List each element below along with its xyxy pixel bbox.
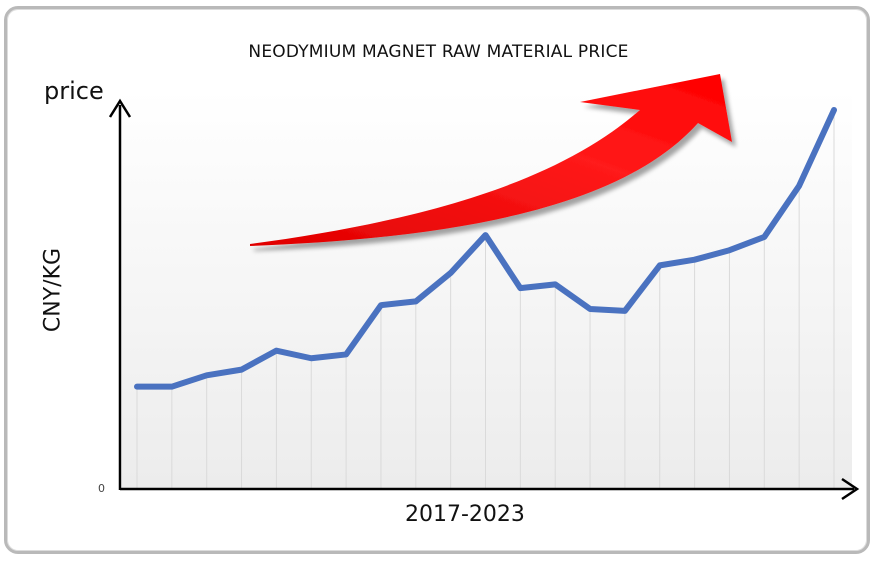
y-axis-unit: CNY/KG — [40, 247, 66, 333]
x-axis-label: 2017-2023 — [405, 502, 525, 527]
x-axis-arrowhead — [841, 477, 860, 501]
y-axis-name: price — [44, 77, 104, 105]
y-axis-arrowhead — [108, 98, 132, 118]
trend-arrow — [250, 74, 732, 246]
y-tick-label: 0 — [98, 482, 105, 495]
axes — [108, 98, 860, 501]
gridlines — [136, 110, 835, 489]
chart-title: NEODYMIUM MAGNET RAW MATERIAL PRICE — [248, 42, 629, 62]
plot-background — [122, 90, 852, 488]
